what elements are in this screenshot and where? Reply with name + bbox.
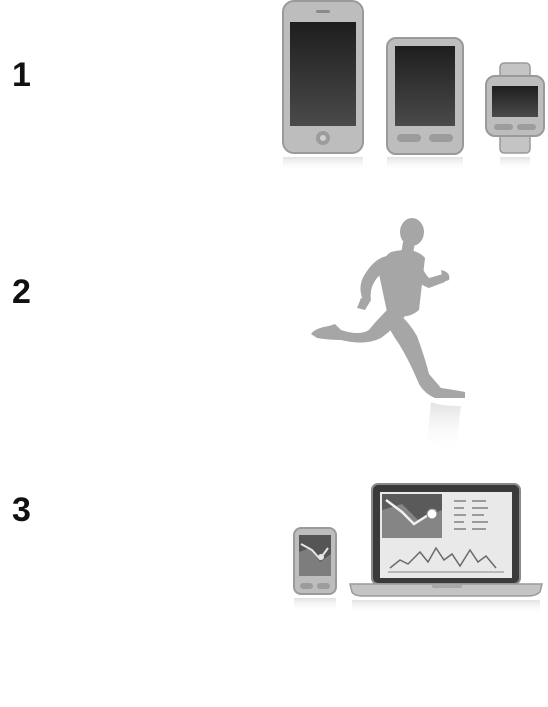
step-number-1: 1 <box>12 56 31 94</box>
devices-icon <box>280 0 548 180</box>
step-number-2: 2 <box>12 273 31 311</box>
phone-map-icon <box>293 527 337 612</box>
smartwatch-icon <box>485 62 545 169</box>
laptop-dashboard-icon <box>349 483 543 614</box>
smartphone-icon <box>282 0 364 171</box>
android-phone-icon <box>386 37 464 171</box>
step-number-3: 3 <box>12 491 31 529</box>
sync-dashboard-icon <box>290 480 548 630</box>
runner-icon <box>305 212 485 462</box>
